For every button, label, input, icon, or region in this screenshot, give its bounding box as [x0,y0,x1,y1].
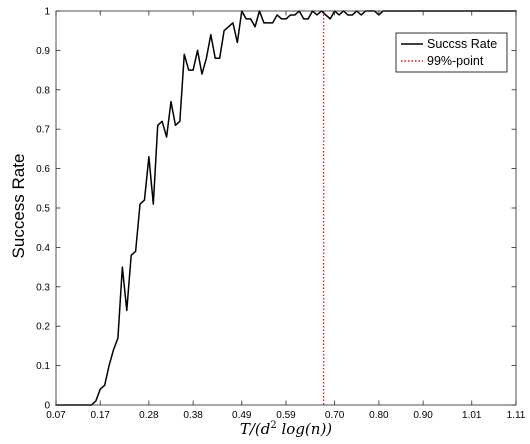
x-tick-label: 0.90 [413,410,433,421]
y-tick-label: 0.8 [36,85,50,96]
y-tick-label: 0.9 [36,46,50,57]
x-axis-label-rest: log(n)) [277,420,333,438]
x-tick-label: 0.17 [90,410,110,421]
y-tick-label: 0.7 [36,125,50,136]
x-tick-label: 1.01 [462,410,482,421]
y-tick-label: 0.5 [36,204,50,215]
y-tick-label: 0.4 [36,243,50,254]
y-tick-label: 1 [44,7,50,18]
y-tick-label: 0.2 [36,322,50,333]
legend-label-99pct-point: 99%-point [427,54,484,68]
x-axis-label: T/(d2 log(n)) [240,420,332,438]
y-tick-label: 0 [44,401,50,412]
x-tick-label: 0.07 [46,410,66,421]
legend-box [395,32,508,73]
y-tick-label: 0.3 [36,282,50,293]
x-tick-label: 0.80 [369,410,389,421]
y-tick-label: 0.1 [36,361,50,372]
x-tick-label: 1.11 [507,410,526,421]
legend: Succss Rate 99%-point [395,32,508,73]
x-tick-label: 0.49 [232,410,252,421]
x-axis-label-superscript: 2 [270,420,276,431]
y-axis-label: Success Rate [9,154,28,259]
x-tick-label: 0.38 [183,410,203,421]
series-line-succss-rate [55,10,517,406]
legend-label-succss-rate: Succss Rate [427,37,497,51]
x-axis-label-main: T/(d [240,420,271,438]
x-tick-label: 0.59 [276,410,296,421]
y-tick-label: 0.6 [36,164,50,175]
x-tick-label: 0.28 [139,410,159,421]
x-tick-label: 0.70 [325,410,345,421]
